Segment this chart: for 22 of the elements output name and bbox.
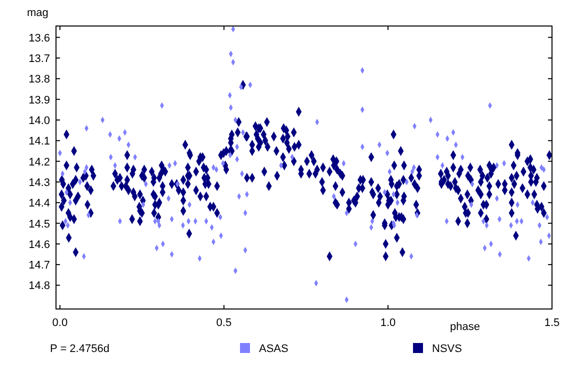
x-tick-label: 0.0 <box>52 317 68 329</box>
x-tick-label: 1.5 <box>544 317 560 329</box>
y-tick-label: 14.5 <box>28 218 50 230</box>
x-axis-title: phase <box>450 321 480 333</box>
y-tick-label: 14.2 <box>28 156 50 168</box>
y-tick-label: 14.7 <box>28 260 50 272</box>
y-tick-label: 14.3 <box>28 176 50 189</box>
text: P = 2.4756d <box>50 343 110 355</box>
y-tick-label: 14.6 <box>28 238 50 251</box>
y-tick-label: 13.6 <box>28 32 50 44</box>
y-tick-label: 14.4 <box>28 198 50 210</box>
y-tick-label: 13.7 <box>28 53 50 66</box>
y-tick-label: 14.8 <box>28 280 50 292</box>
y-axis-title: mag <box>27 7 48 19</box>
x-tick-label: 1.0 <box>380 317 396 329</box>
y-tick-label: 14.1 <box>28 136 50 148</box>
y-tick-label: 13.8 <box>28 74 50 86</box>
legend-label: ASAS <box>259 343 288 355</box>
y-tick-label: 14.0 <box>28 114 50 127</box>
legend-label: NSVS <box>432 343 462 355</box>
x-tick-label: 0.5 <box>216 317 232 329</box>
y-tick-label: 13.9 <box>28 94 50 106</box>
